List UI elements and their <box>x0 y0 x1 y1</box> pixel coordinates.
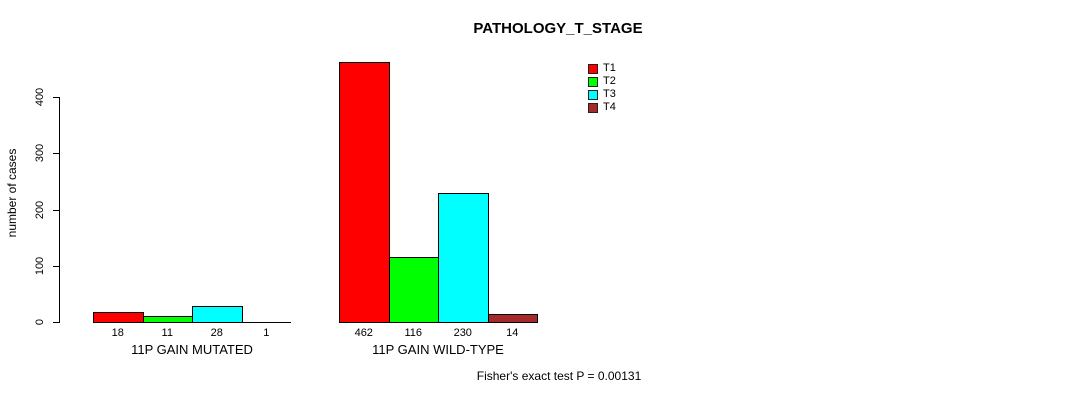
legend-label-t2: T2 <box>603 75 616 87</box>
bar-value-label: 1 <box>263 327 270 339</box>
pvalue-annotation: Fisher's exact test P = 0.00131 <box>476 369 642 383</box>
bar-t2-group1 <box>142 316 193 323</box>
legend: T1 T2 T3 T4 <box>588 62 616 114</box>
y-axis-tick-label: 200 <box>34 200 46 219</box>
y-axis-tick-label: 300 <box>34 144 46 163</box>
group-label: 11P GAIN MUTATED <box>131 342 253 357</box>
y-axis-tick-label: 0 <box>34 318 46 326</box>
legend-label-t4: T4 <box>603 101 616 113</box>
y-axis-tick <box>53 97 59 98</box>
y-axis-label: number of cases <box>5 148 19 238</box>
bar-value-label: 462 <box>354 327 373 339</box>
bar-t1-group2 <box>339 62 390 323</box>
legend-row-t4: T4 <box>588 101 616 114</box>
legend-row-t3: T3 <box>588 88 616 101</box>
bar-t2-group2 <box>388 257 439 323</box>
y-axis-tick <box>53 265 59 267</box>
chart-title: PATHOLOGY_T_STAGE <box>473 20 643 37</box>
legend-swatch-t3 <box>588 89 598 100</box>
bar-t1-group1 <box>93 312 144 323</box>
bar-value-label: 230 <box>453 327 472 339</box>
legend-row-t1: T1 <box>588 62 616 75</box>
bar-t4-group2 <box>487 314 538 323</box>
y-axis-tick <box>53 153 59 155</box>
legend-label-t1: T1 <box>603 62 616 74</box>
y-axis-tick <box>53 322 59 323</box>
bar-value-label: 116 <box>404 327 423 339</box>
bar-value-label: 14 <box>506 327 519 339</box>
bar-t3-group1 <box>192 306 243 323</box>
bar-value-label: 11 <box>161 327 173 339</box>
y-axis-tick <box>53 209 59 211</box>
bar-t3-group2 <box>438 193 489 323</box>
bar-value-label: 28 <box>210 327 223 339</box>
legend-label-t3: T3 <box>603 88 616 100</box>
legend-swatch-t1 <box>588 63 598 74</box>
legend-swatch-t2 <box>588 76 598 87</box>
legend-swatch-t4 <box>588 102 598 113</box>
y-axis-tick-label: 400 <box>34 87 46 107</box>
y-axis-line <box>59 97 60 323</box>
y-axis-tick-label: 100 <box>34 256 46 275</box>
bar-value-label: 18 <box>111 327 124 339</box>
legend-row-t2: T2 <box>588 75 616 88</box>
group-label: 11P GAIN WILD-TYPE <box>372 342 504 357</box>
